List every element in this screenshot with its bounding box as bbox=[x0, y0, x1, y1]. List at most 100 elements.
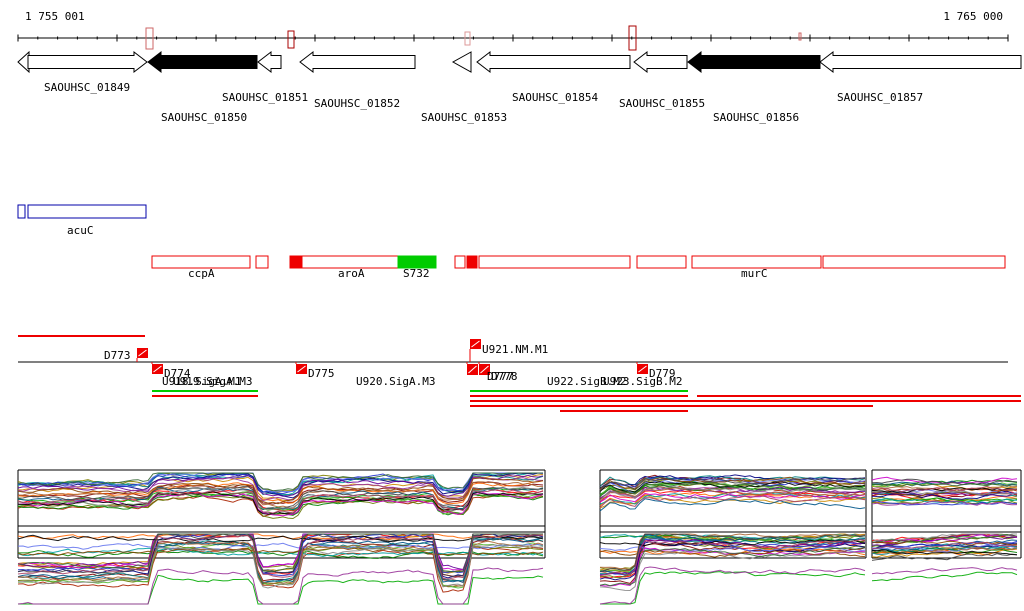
expression-trace bbox=[599, 478, 866, 494]
expression-trace bbox=[599, 487, 866, 501]
gene-arrow-saouhsc_01855[interactable] bbox=[633, 50, 688, 74]
tss-label: D778 bbox=[491, 370, 518, 383]
gene-label: SAOUHSC_01852 bbox=[314, 97, 400, 110]
expression-trace bbox=[599, 547, 866, 587]
gene-label: SAOUHSC_01850 bbox=[161, 111, 247, 124]
expression-trace bbox=[599, 495, 866, 508]
expression-trace bbox=[17, 481, 544, 510]
gene-arrow-saouhsc_01857[interactable] bbox=[819, 50, 1022, 74]
expression-trace bbox=[17, 533, 544, 577]
transcript-box[interactable] bbox=[397, 255, 437, 269]
tss-flag-fold bbox=[153, 365, 162, 373]
expression-trace bbox=[599, 533, 866, 572]
gene-arrow-saouhsc_01852[interactable] bbox=[299, 50, 416, 74]
expression-trace bbox=[17, 491, 544, 515]
gene-arrow-saouhsc_01849[interactable] bbox=[27, 50, 148, 74]
tss-label: U921.NM.M1 bbox=[482, 343, 548, 356]
ruler-start-coordinate: 1 755 001 bbox=[25, 10, 85, 23]
gene-box-label: acuC bbox=[67, 224, 94, 237]
expression-trace bbox=[17, 533, 543, 573]
tss-label: D773 bbox=[104, 349, 131, 362]
transcript-box[interactable] bbox=[289, 255, 303, 269]
transcript-box[interactable] bbox=[151, 255, 251, 269]
expression-trace bbox=[17, 472, 544, 493]
tss-flag-fold bbox=[638, 365, 647, 373]
expression-trace bbox=[871, 534, 1018, 543]
expression-trace bbox=[871, 543, 1018, 553]
expression-trace bbox=[871, 549, 1018, 556]
ruler-end-coordinate: 1 765 000 bbox=[943, 10, 1003, 23]
expression-trace bbox=[599, 539, 866, 547]
expression-trace bbox=[17, 476, 543, 502]
ruler-feature-marker[interactable] bbox=[464, 31, 471, 46]
expression-trace bbox=[17, 489, 544, 514]
gene-arrow-saouhsc_01850[interactable] bbox=[147, 50, 258, 74]
expression-trace bbox=[17, 547, 544, 557]
tss-label: U919.SigA.M3 bbox=[173, 375, 252, 388]
expression-trace bbox=[17, 486, 544, 510]
tss-flag-fold bbox=[138, 349, 147, 357]
tss-label: U918.SigA.M1 bbox=[162, 375, 241, 388]
tss-flag-fold bbox=[468, 365, 477, 374]
transcript-box[interactable] bbox=[478, 255, 631, 269]
expression-trace bbox=[17, 488, 544, 512]
expression-trace bbox=[599, 546, 866, 553]
gene-label: SAOUHSC_01856 bbox=[713, 111, 799, 124]
expression-trace bbox=[871, 482, 1018, 487]
gene-box-blue[interactable] bbox=[27, 204, 147, 219]
gene-arrow-partial[interactable] bbox=[17, 50, 30, 74]
gene-label: SAOUHSC_01849 bbox=[44, 81, 130, 94]
expression-trace bbox=[871, 488, 1018, 497]
ruler-feature-marker[interactable] bbox=[628, 25, 637, 51]
expression-trace bbox=[17, 542, 544, 551]
expression-trace bbox=[871, 489, 1018, 496]
gene-label: SAOUHSC_01853 bbox=[421, 111, 507, 124]
gene-arrow-saouhsc_01854[interactable] bbox=[476, 50, 631, 74]
ruler-feature-marker[interactable] bbox=[287, 30, 295, 49]
tss-label: D774 bbox=[164, 367, 191, 380]
expression-trace bbox=[871, 478, 1018, 486]
gene-arrow-saouhsc_01856[interactable] bbox=[687, 50, 821, 74]
gene-box-blue[interactable] bbox=[17, 204, 26, 219]
expression-trace bbox=[871, 541, 1017, 550]
transcript-box[interactable] bbox=[466, 255, 478, 269]
gene-label: SAOUHSC_01857 bbox=[837, 91, 923, 104]
transcript-box[interactable] bbox=[255, 255, 269, 269]
transcript-label: murC bbox=[741, 267, 768, 280]
expression-trace bbox=[17, 546, 544, 593]
tss-label: U923.SigB.M2 bbox=[603, 375, 682, 388]
expression-trace bbox=[17, 537, 544, 583]
tss-flag-fold bbox=[471, 340, 480, 348]
expression-trace bbox=[599, 476, 866, 491]
tss-label: D779 bbox=[649, 367, 676, 380]
transcript-box[interactable] bbox=[822, 255, 1006, 269]
tss-label: D777 bbox=[487, 370, 514, 383]
expression-trace bbox=[599, 566, 866, 605]
expression-trace bbox=[599, 486, 866, 499]
expression-trace bbox=[871, 500, 1018, 506]
gene-label: SAOUHSC_01851 bbox=[222, 91, 308, 104]
transcript-box[interactable] bbox=[454, 255, 466, 269]
transcript-box[interactable] bbox=[636, 255, 687, 269]
expression-trace bbox=[599, 494, 866, 509]
expression-trace bbox=[871, 571, 1018, 582]
expression-trace bbox=[599, 538, 866, 576]
expression-trace bbox=[17, 472, 543, 495]
expression-trace bbox=[17, 543, 544, 589]
ruler-feature-marker[interactable] bbox=[798, 32, 802, 41]
gene-arrow-saouhsc_01853[interactable] bbox=[451, 51, 472, 73]
expression-trace bbox=[600, 536, 865, 576]
ruler-feature-marker[interactable] bbox=[145, 27, 154, 50]
gene-arrow-saouhsc_01851[interactable] bbox=[257, 50, 282, 74]
expression-trace bbox=[599, 481, 866, 497]
expression-trace bbox=[17, 537, 544, 584]
expression-trace bbox=[17, 480, 544, 505]
expression-trace bbox=[871, 547, 1018, 555]
expression-trace bbox=[17, 567, 544, 605]
transcript-box[interactable] bbox=[691, 255, 822, 269]
expression-trace bbox=[599, 539, 866, 577]
expression-trace bbox=[599, 498, 866, 512]
expression-trace bbox=[871, 567, 1018, 575]
expression-trace bbox=[871, 500, 1018, 506]
